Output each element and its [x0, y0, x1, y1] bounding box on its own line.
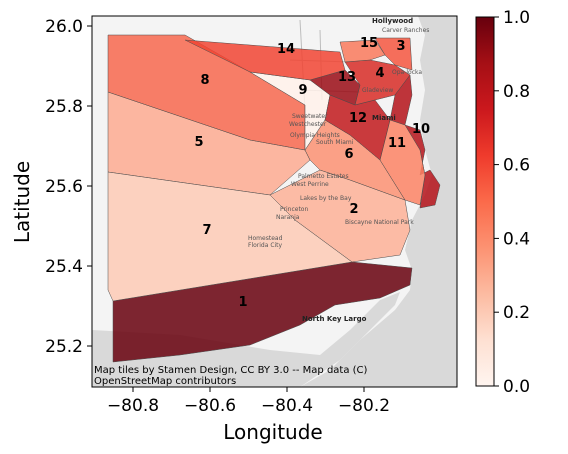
x-tick-label: −80.6 — [184, 396, 236, 416]
region-label: 15 — [360, 36, 378, 51]
y-tick-label: 25.6 — [45, 177, 83, 197]
region-label: 10 — [412, 122, 430, 137]
basemap-label: Princeton — [280, 206, 308, 213]
basemap-label: West Perrine — [291, 181, 329, 188]
y-tick-label: 25.2 — [45, 337, 83, 357]
region-label: 6 — [344, 147, 353, 162]
region-label: 13 — [338, 70, 356, 85]
region-11 — [379, 119, 426, 206]
ocean-area — [300, 16, 457, 387]
basemap-label: Westchester — [289, 121, 327, 128]
y-tick-label: 25.8 — [45, 97, 83, 117]
basemap-label: Olympia Heights — [290, 132, 340, 139]
colorbar-ticks: 0.0 0.2 0.4 0.6 0.8 1.0 — [494, 8, 530, 397]
basemap-label: Miami — [372, 114, 396, 122]
basemap-label: South Miami — [316, 139, 354, 146]
basemap-label: Florida City — [248, 242, 283, 249]
basemap-label: Opa-locka — [392, 69, 422, 76]
basemap-label: Homestead — [248, 235, 283, 242]
region-label: 14 — [277, 42, 295, 57]
colorbar-tick-label: 0.4 — [503, 229, 530, 249]
map-attribution-line-1: Map tiles by Stamen Design, CC BY 3.0 --… — [94, 365, 368, 376]
x-tick-label: −80.4 — [261, 396, 313, 416]
florida-bay-water — [92, 292, 400, 387]
region-12 — [324, 94, 391, 161]
basemap-label: Sweetwater — [292, 113, 328, 120]
colorbar-tick-label: 0.8 — [503, 82, 530, 102]
plot-frame — [91, 15, 458, 388]
region-label: 11 — [388, 136, 406, 151]
region-label: 9 — [298, 83, 307, 98]
x-tick-label: −80.2 — [338, 396, 390, 416]
region-1 — [112, 261, 413, 363]
y-tick-label: 25.4 — [45, 257, 83, 277]
colorbar-tick-label: 0.2 — [503, 303, 530, 323]
region-15 — [339, 39, 386, 63]
region-label: 7 — [202, 223, 211, 238]
basemap-label: Naranja — [276, 214, 300, 221]
map-attribution-line-2: OpenStreetMap contributors — [94, 376, 236, 387]
colorbar-tick-label: 1.0 — [503, 8, 530, 28]
basemap-label: Palmetto Estates — [298, 173, 349, 180]
region-label: 4 — [375, 66, 384, 81]
region-label: 12 — [349, 111, 367, 126]
basemap-label: Carver Ranches — [382, 27, 429, 34]
x-axis: −80.8 −80.6 −80.4 −80.2 Longitude — [107, 387, 390, 444]
region-label: 2 — [349, 202, 358, 217]
y-axis: 26.0 25.8 25.6 25.4 25.2 Latitude — [10, 17, 92, 357]
colorbar-gradient — [475, 16, 495, 387]
region-label: 5 — [194, 135, 203, 150]
y-axis-title: Latitude — [10, 161, 34, 243]
y-tick-label: 26.0 — [45, 17, 83, 37]
colorbar-tick-label: 0.0 — [503, 377, 530, 397]
x-axis-title: Longitude — [223, 420, 322, 444]
basemap-label: North Key Largo — [302, 315, 367, 323]
region-10 — [389, 74, 413, 126]
basemap-label: Hollywood — [372, 17, 413, 25]
regions-layer — [107, 34, 441, 363]
basemap-label: Lakes by the Bay — [300, 195, 352, 202]
basemap-label: Biscayne National Park — [345, 219, 414, 226]
region-label: 1 — [238, 295, 247, 310]
x-tick-label: −80.8 — [107, 396, 159, 416]
colorbar: 0.0 0.2 0.4 0.6 0.8 1.0 — [475, 8, 530, 397]
basemap-label: Gladeview — [362, 87, 393, 94]
region-label: 8 — [200, 73, 209, 88]
region-label: 3 — [396, 39, 405, 54]
region-7 — [107, 171, 353, 302]
colorbar-tick-label: 0.6 — [503, 156, 530, 176]
region-14 — [184, 39, 346, 81]
